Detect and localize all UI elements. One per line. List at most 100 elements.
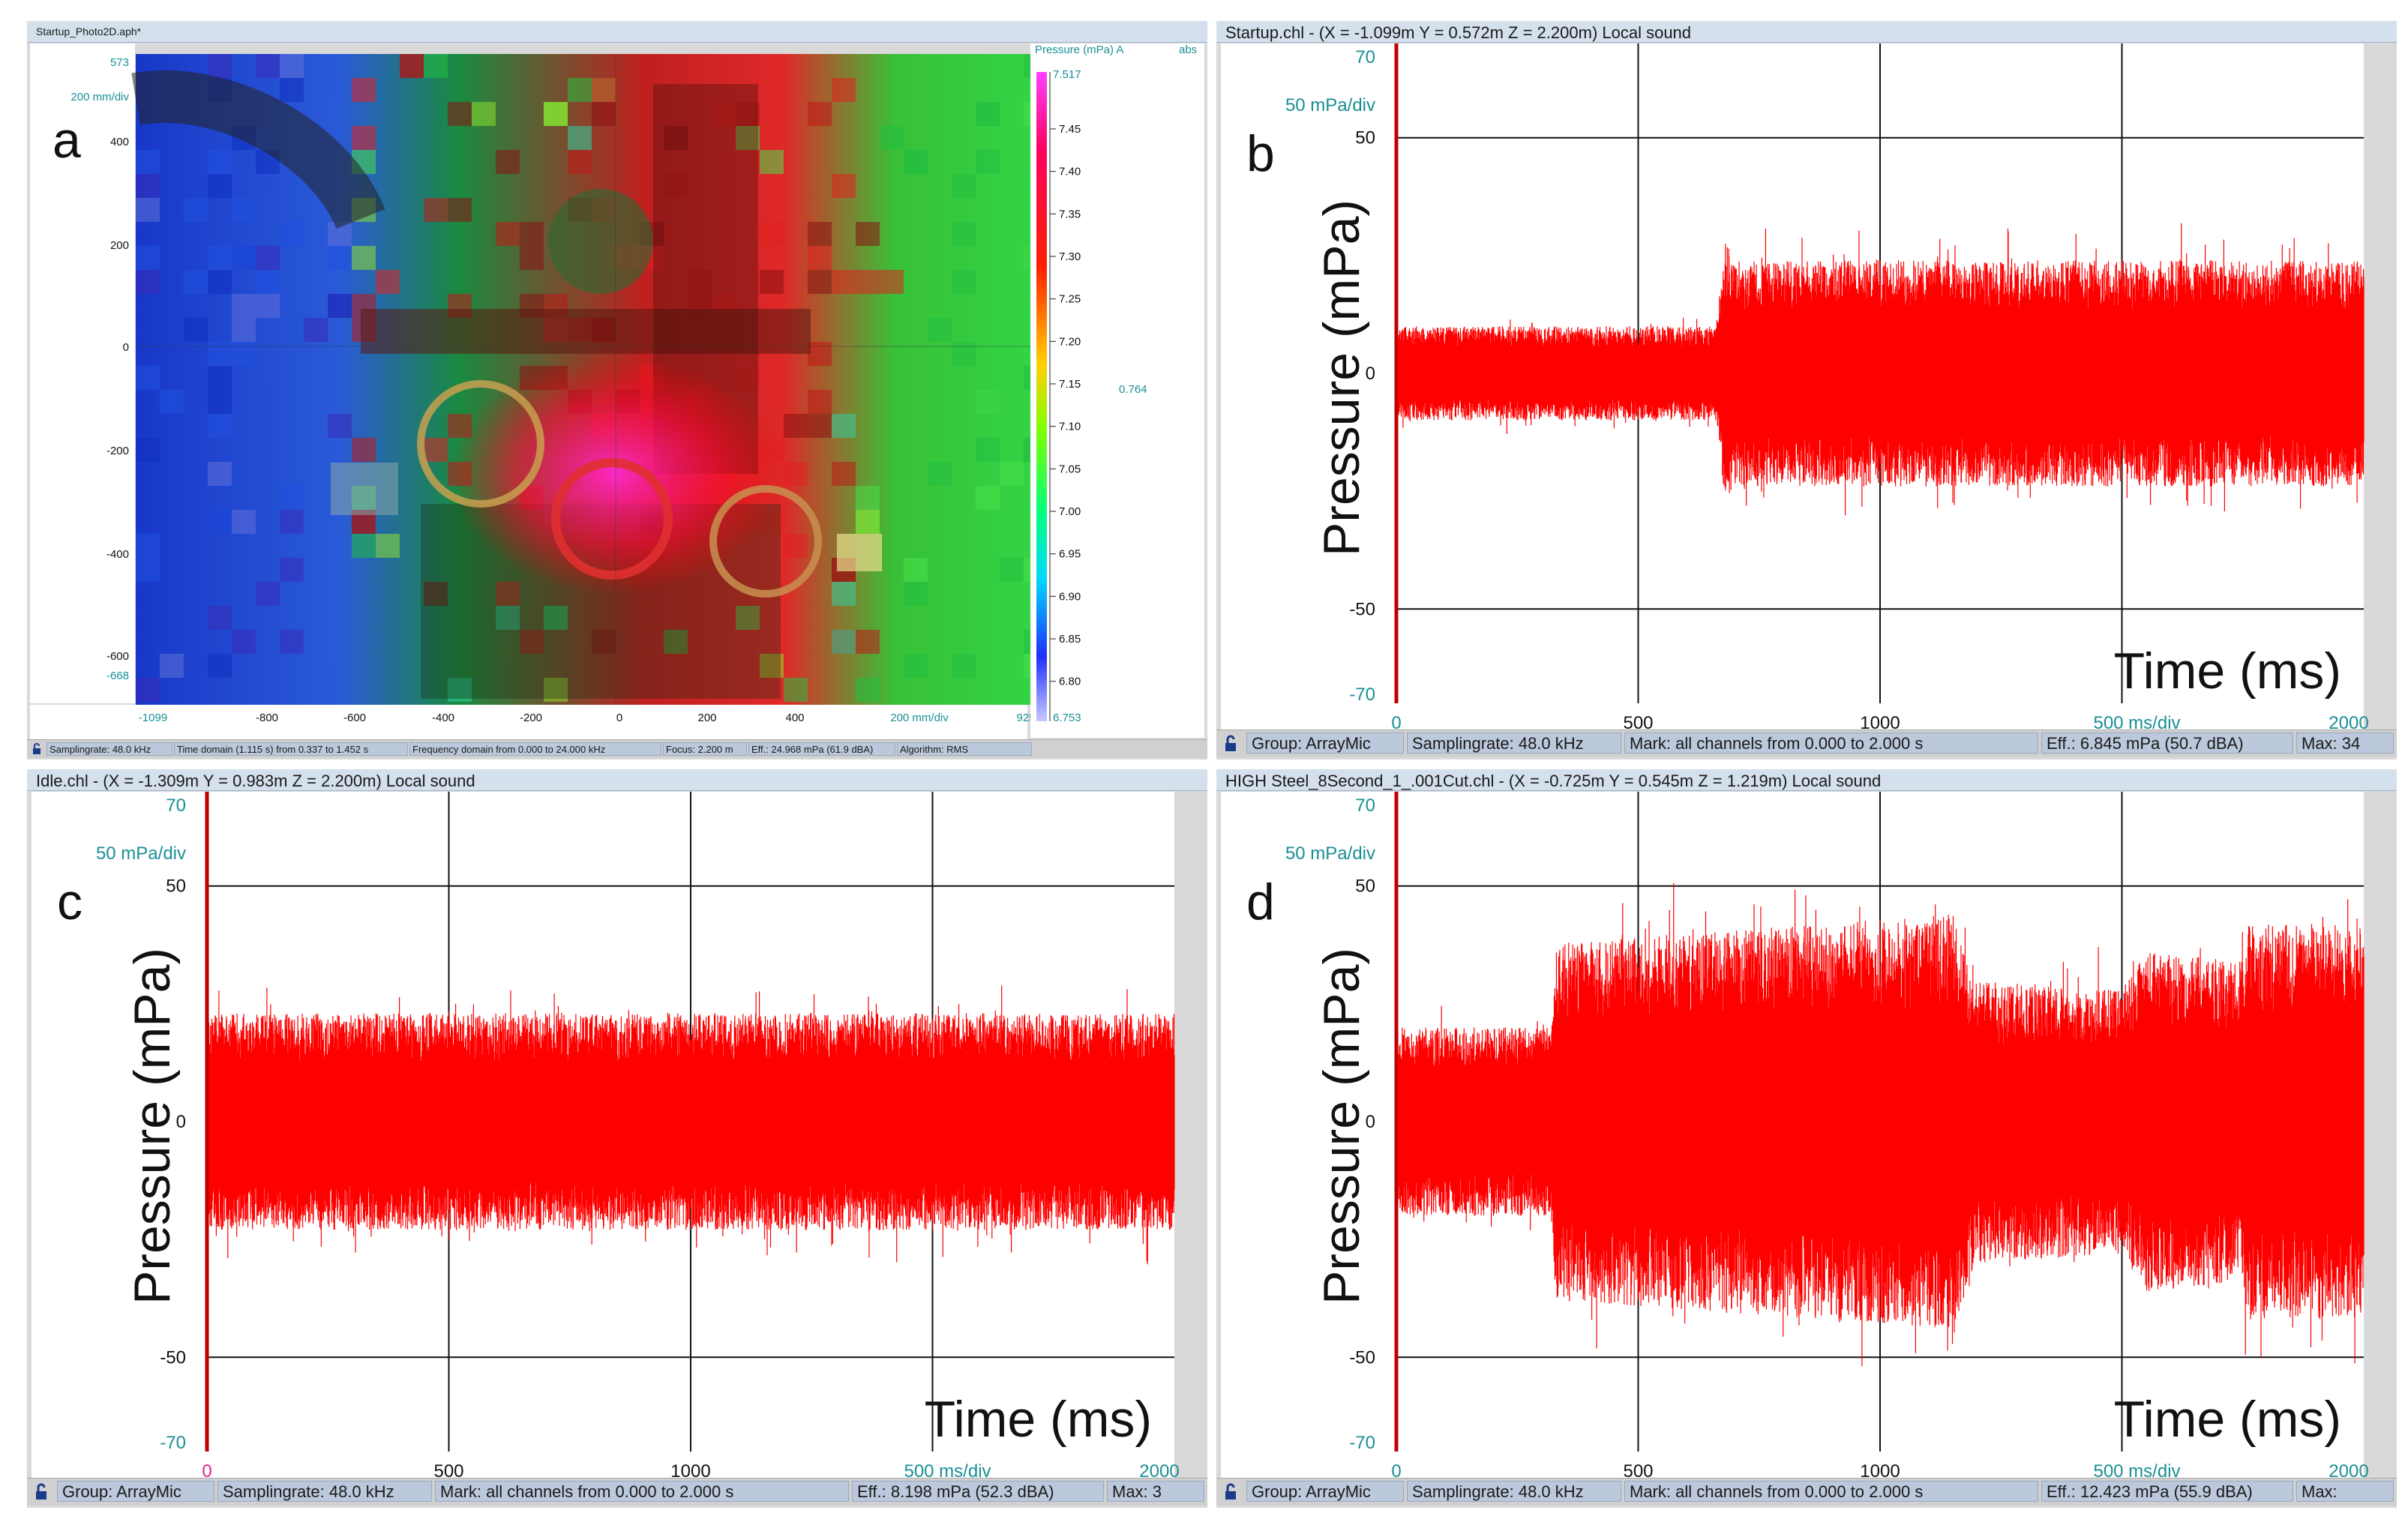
panel-c: Idle.chl - (X = -1.309m Y = 0.983m Z = 2… [27, 769, 1207, 1508]
x-tick: -600 [343, 712, 366, 724]
panel-b-statusbar: Group: ArrayMic Samplingrate: 48.0 kHz Mar… [1216, 730, 2397, 757]
mosaic-cell [256, 582, 280, 606]
mosaic-cell [424, 438, 448, 462]
panel-a-statusbar: Samplingrate: 48.0 kHz Time domain (1.11… [27, 739, 1207, 758]
handwheel-right [709, 485, 822, 598]
colorbar-cursor-value: 0.764 [1119, 383, 1147, 396]
panel-a-colorbar: Pressure (mPa) A abs 7.45 7.40 7.35 7.30 7.2… [1035, 43, 1197, 724]
handwheel-left [417, 380, 544, 508]
mosaic-cell [808, 342, 832, 366]
colorbar-panel [1030, 43, 1204, 738]
mosaic-cell [280, 222, 304, 246]
colorbar-tick-label: 6.80 [1059, 676, 1081, 688]
mosaic-cell [568, 150, 592, 174]
x-tick-label: 0 [1391, 1461, 1401, 1482]
mosaic-cell [880, 126, 904, 150]
mosaic-cell [976, 390, 1000, 414]
mosaic-cell [856, 678, 880, 702]
mosaic-cell [496, 150, 520, 174]
panel-d: HIGH Steel_8Second_1_.001Cut.chl - (X = … [1216, 769, 2397, 1508]
status-mark: Mark: all channels from 0.000 to 2.000 s [1624, 733, 2038, 754]
mosaic-cell [808, 270, 832, 294]
mosaic-cell [688, 270, 712, 294]
mosaic-cell [256, 246, 280, 270]
mosaic-cell [184, 198, 208, 222]
y-tick: 200 [110, 239, 129, 252]
mosaic-cell [904, 558, 928, 582]
mosaic-cell [544, 606, 568, 630]
mosaic-cell [808, 414, 832, 438]
status-frequency-domain: Frequency domain from 0.000 to 24.000 kH… [409, 742, 661, 756]
status-mark: Mark: all channels from 0.000 to 2.000 s [435, 1481, 849, 1502]
mosaic-cell [136, 558, 160, 582]
mosaic-cell [832, 174, 856, 198]
mosaic-cell [352, 78, 376, 102]
panel-c-title: Idle.chl - (X = -1.309m Y = 0.983m Z = 2… [36, 771, 475, 790]
lock-icon[interactable] [1222, 1483, 1240, 1501]
mosaic-cell [208, 390, 232, 414]
mosaic-cell [424, 198, 448, 222]
mosaic-cell [136, 198, 160, 222]
y-tick-label: 0 [176, 1112, 186, 1132]
mosaic-cell [952, 342, 976, 366]
mosaic-cell [808, 390, 832, 414]
mosaic-cell [736, 102, 760, 126]
lock-icon[interactable] [1222, 735, 1240, 753]
y-top-label: 573 [110, 56, 129, 69]
y-tick-label: 0 [1366, 364, 1375, 384]
mosaic-cell [280, 558, 304, 582]
y-axis-title: Pressure (mPa) [124, 948, 181, 1305]
x-tick: -800 [256, 712, 278, 724]
mosaic-cell [520, 246, 544, 270]
y-tick-label: 0 [1366, 1112, 1375, 1132]
x-tick: -1099 [139, 712, 167, 724]
lock-icon[interactable] [33, 1483, 51, 1501]
mosaic-cell [976, 438, 1000, 462]
mosaic-cell [1000, 462, 1024, 486]
mosaic-cell [784, 414, 808, 438]
y-tick: -200 [106, 445, 129, 457]
mosaic-cell [352, 438, 376, 462]
status-samplingrate: Samplingrate: 48.0 kHz [46, 742, 172, 756]
y-tick-label: 50 [166, 876, 186, 897]
panel-a-title: Startup_Photo2D.aph* [36, 25, 142, 37]
status-group: Group: ArrayMic [57, 1481, 214, 1502]
status-eff: Eff.: 8.198 mPa (52.3 dBA) [852, 1481, 1104, 1502]
mosaic-cell [400, 54, 424, 78]
mosaic-cell [592, 78, 616, 102]
x-tick: -200 [520, 712, 542, 724]
mosaic-cell [256, 54, 280, 78]
y-div-label: 50 mPa/div [1285, 843, 1375, 864]
mosaic-cell [808, 102, 832, 126]
colorbar-tick-label: 6.95 [1059, 548, 1081, 561]
panel-b-titlebar: Startup.chl - (X = -1.099m Y = 0.572m Z … [1216, 21, 2397, 43]
panel-c-titlebar: Idle.chl - (X = -1.309m Y = 0.983m Z = 2… [27, 769, 1207, 791]
status-max: Max: 34 [2296, 733, 2394, 754]
y-div-label: 50 mPa/div [1285, 95, 1375, 115]
mosaic-cell [280, 630, 304, 654]
mosaic-cell [808, 222, 832, 246]
handwheel-center [551, 458, 673, 580]
mosaic-cell [136, 678, 160, 702]
panel-letter: c [57, 873, 82, 930]
mosaic-cell [160, 390, 184, 414]
mosaic-cell [232, 342, 256, 366]
mosaic-cell [568, 78, 592, 102]
mosaic-cell [448, 678, 472, 702]
lock-icon[interactable] [31, 743, 43, 755]
colorbar-min: 6.753 [1053, 712, 1081, 724]
mosaic-cell [856, 510, 880, 534]
mosaic-cell [208, 174, 232, 198]
panel-d-titlebar: HIGH Steel_8Second_1_.001Cut.chl - (X = … [1216, 769, 2397, 791]
colorbar-tick-label: 7.25 [1059, 293, 1081, 306]
mosaic-cell [232, 246, 256, 270]
mosaic-cell [736, 366, 760, 390]
mosaic-cell [328, 414, 352, 438]
mosaic-cell [232, 318, 256, 342]
y-bottom-label: -70 [1349, 685, 1375, 705]
y-tick-label: -50 [1349, 599, 1375, 619]
status-mark: Mark: all channels from 0.000 to 2.000 s [1624, 1481, 2038, 1502]
mosaic-cell [232, 510, 256, 534]
colorbar-tick-label: 7.40 [1059, 166, 1081, 178]
